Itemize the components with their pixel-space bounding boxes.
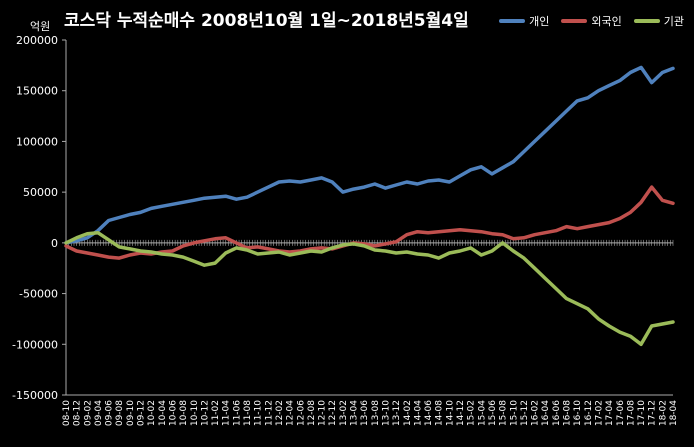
x-tick-label: 13-06 [360,400,370,426]
x-tick-label: 17-12 [648,400,658,426]
legend-item-individual: 개인 [499,13,549,29]
x-tick-label: 09-06 [105,400,115,426]
x-tick-label: 17-10 [637,400,647,426]
y-tick-label: -150000 [12,389,58,402]
legend-label-foreign: 외국인 [591,15,622,28]
x-tick-label: 16-02 [531,400,541,426]
x-tick-label: 09-02 [83,400,93,426]
x-tick-label: 11-06 [232,400,242,426]
y-tick-label: 0 [51,237,58,250]
legend-label-institution: 기관 [663,15,684,28]
x-tick-label: 16-12 [584,400,594,426]
x-tick-label: 16-08 [563,400,573,426]
x-tick-label: 10-04 [158,400,168,426]
x-tick-label: 15-02 [467,400,477,426]
y-tick-label: -100000 [12,338,58,351]
y-tick-label: 200000 [16,34,58,47]
x-tick-label: 18-02 [658,400,668,426]
y-tick-label: 50000 [23,186,58,199]
x-tick-label: 14-08 [435,400,445,426]
x-tick-label: 15-10 [509,400,519,426]
chart-title: 코스닥 누적순매수 2008년10월 1일~2018년5월4일 [64,11,469,31]
x-tick-label: 12-12 [328,400,338,426]
y-tick-label: 150000 [16,85,58,98]
legend-label-individual: 개인 [529,15,550,28]
x-tick-label: 09-10 [126,400,136,426]
x-tick-label: 14-04 [413,400,423,426]
x-tick-label: 11-04 [222,400,232,426]
series-line-2 [64,230,675,347]
x-tick-label: 16-10 [573,400,583,426]
x-tick-label: 15-06 [488,400,498,426]
x-tick-label: 16-04 [541,400,551,426]
legend-swatch-individual [499,19,526,23]
x-tick-label: 14-12 [456,400,466,426]
x-tick-label: 08-12 [73,400,83,426]
x-tick-label: 18-04 [669,400,679,426]
x-tick-label: 11-10 [254,400,264,426]
x-tick-label: 11-12 [264,400,274,426]
x-tick-label: 17-06 [616,400,626,426]
x-tick-label: 16-06 [552,400,562,426]
x-tick-label: 10-06 [168,400,178,426]
x-tick-label: 17-04 [605,400,615,426]
x-tick-label: 13-12 [392,400,402,426]
x-tick-label: 08-10 [62,400,72,426]
y-axis-unit-label: 억원 [30,20,51,33]
x-tick-label: 12-08 [307,400,317,426]
x-tick-label: 13-08 [371,400,381,426]
x-tick-label: 14-02 [403,400,413,426]
x-tick-label: 09-12 [137,400,147,426]
x-tick-label: 17-02 [594,400,604,426]
x-tick-label: 13-10 [381,400,391,426]
x-tick-label: 10-08 [179,400,189,426]
x-tick-label: 11-02 [211,400,221,426]
x-tick-label: 14-10 [445,400,455,426]
x-tick-label: 15-04 [477,400,487,426]
x-tick-label: 13-04 [350,400,360,426]
x-tick-label: 09-08 [115,400,125,426]
x-tick-label: 10-02 [147,400,157,426]
x-tick-label: 10-12 [200,400,210,426]
series-line-1 [64,185,675,260]
x-tick-label: 11-08 [243,400,253,426]
x-tick-label: 09-04 [94,400,104,426]
x-tick-label: 17-08 [626,400,636,426]
x-tick-label: 14-06 [424,400,434,426]
legend-item-foreign: 외국인 [561,13,622,29]
x-tick-label: 12-10 [318,400,328,426]
legend-swatch-foreign [561,19,588,23]
x-tick-label: 15-12 [520,400,530,426]
x-tick-label: 12-06 [296,400,306,426]
y-tick-label: 100000 [16,135,58,148]
legend-swatch-institution [633,19,660,23]
x-tick-label: 10-10 [190,400,200,426]
y-tick-label: -50000 [19,288,58,301]
x-tick-label: 15-08 [499,400,509,426]
chart-legend: 개인 외국인 기관 [499,13,684,29]
x-tick-label: 13-02 [339,400,349,426]
x-tick-label: 12-04 [286,400,296,426]
series-line-0 [64,65,675,245]
x-tick-label: 12-02 [275,400,285,426]
legend-item-institution: 기관 [633,13,684,29]
